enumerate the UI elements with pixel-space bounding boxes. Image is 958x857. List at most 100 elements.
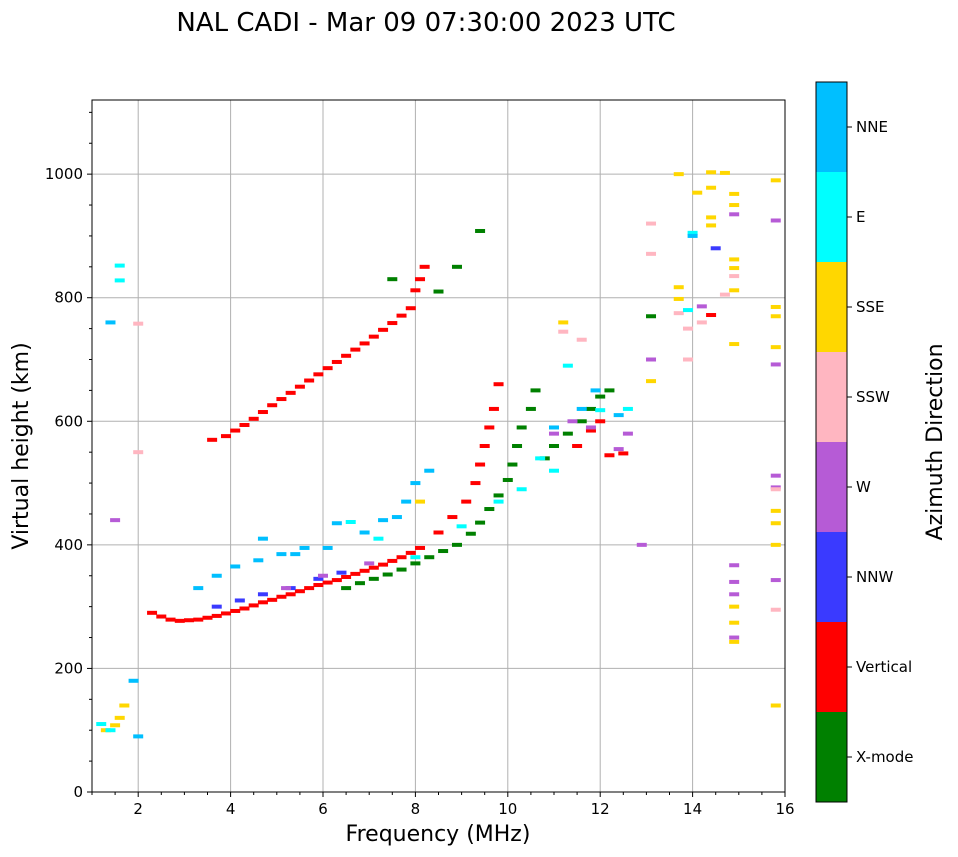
point-w (770, 578, 781, 583)
point-nne (193, 586, 204, 591)
point-sse (770, 703, 781, 708)
y-tick-label: 800 (54, 289, 83, 307)
point-e (456, 524, 467, 529)
colorbar-frame (815, 81, 848, 803)
point-x-mode (354, 581, 365, 586)
point-sse (729, 203, 740, 208)
point-vertical (488, 406, 499, 411)
point-sse (673, 172, 684, 177)
point-vertical (387, 558, 398, 563)
point-vertical (285, 390, 296, 395)
point-x-mode (604, 388, 615, 393)
point-vertical (396, 313, 407, 318)
point-x-mode (502, 477, 513, 482)
point-ssw (646, 251, 657, 256)
point-w (770, 218, 781, 223)
colorbar-tick-label: SSE (856, 298, 885, 316)
point-sse (558, 320, 569, 325)
point-x-mode (516, 425, 527, 430)
point-sse (729, 639, 740, 644)
point-ssw (133, 450, 144, 455)
point-vertical (239, 606, 250, 611)
point-vertical (211, 613, 222, 618)
point-e (105, 728, 116, 733)
colorbar-swatch (816, 262, 847, 352)
x-axis-ticks: 2 4 6 8 10 12 14 16 (91, 792, 795, 818)
point-ssw (673, 311, 684, 316)
point-vertical (184, 618, 195, 623)
point-sse (706, 223, 717, 228)
point-vertical (322, 580, 333, 585)
point-vertical (378, 562, 389, 567)
y-tick-label: 1000 (45, 165, 83, 183)
point-nne (276, 552, 287, 557)
point-e (549, 468, 559, 473)
point-x-mode (465, 531, 476, 536)
point-nne (424, 468, 435, 473)
point-ssw (682, 326, 693, 331)
point-w (549, 431, 559, 436)
point-nne (359, 530, 370, 535)
point-sse (415, 499, 426, 504)
point-sse (692, 190, 703, 195)
point-sse (729, 342, 740, 347)
point-vertical (359, 568, 370, 573)
point-vertical (276, 594, 287, 599)
point-vertical (147, 610, 158, 615)
point-vertical (276, 397, 287, 402)
point-sse (729, 191, 740, 196)
point-sse (673, 296, 684, 301)
x-tick-label: 8 (411, 800, 421, 818)
point-x-mode (530, 388, 541, 393)
point-nne (391, 515, 402, 520)
x-tick-label: 10 (498, 800, 517, 818)
point-vertical (470, 481, 481, 486)
point-vertical (331, 359, 342, 364)
point-e (535, 456, 546, 461)
point-e (562, 363, 573, 368)
point-vertical (461, 499, 472, 504)
point-sse (719, 170, 730, 175)
point-e (345, 519, 356, 524)
colorbar-swatch (816, 82, 847, 172)
point-w (729, 579, 740, 584)
point-nnw (257, 592, 268, 597)
y-tick-label: 400 (54, 536, 83, 554)
point-vertical (618, 451, 629, 456)
point-vertical (257, 600, 268, 605)
point-w (110, 518, 121, 523)
point-vertical (267, 403, 278, 408)
grid (92, 100, 786, 793)
point-vertical (220, 611, 231, 616)
point-vertical (415, 545, 426, 550)
point-nnw (234, 598, 245, 603)
point-x-mode (646, 314, 657, 319)
point-nne (211, 573, 222, 578)
colorbar-tick-label: E (856, 208, 865, 226)
point-vertical (230, 608, 241, 613)
point-w (696, 304, 707, 309)
point-e (595, 408, 606, 413)
y-tick-label: 600 (54, 412, 83, 430)
point-nne (687, 233, 698, 238)
plot-frame (91, 99, 786, 793)
point-nne (613, 413, 624, 418)
point-x-mode (451, 264, 462, 269)
point-nne (128, 678, 139, 683)
point-vertical (484, 425, 495, 430)
point-vertical (604, 453, 615, 458)
point-vertical (285, 592, 296, 597)
point-x-mode (493, 493, 504, 498)
x-tick-label: 2 (133, 800, 143, 818)
point-nne (299, 545, 310, 550)
point-vertical (419, 264, 430, 269)
point-w (364, 561, 375, 566)
point-x-mode (382, 572, 393, 577)
data-points (96, 170, 781, 739)
point-vertical (239, 422, 250, 427)
point-nne (549, 425, 559, 430)
point-vertical (572, 444, 583, 448)
point-sse (729, 266, 740, 271)
point-sse (646, 379, 657, 384)
